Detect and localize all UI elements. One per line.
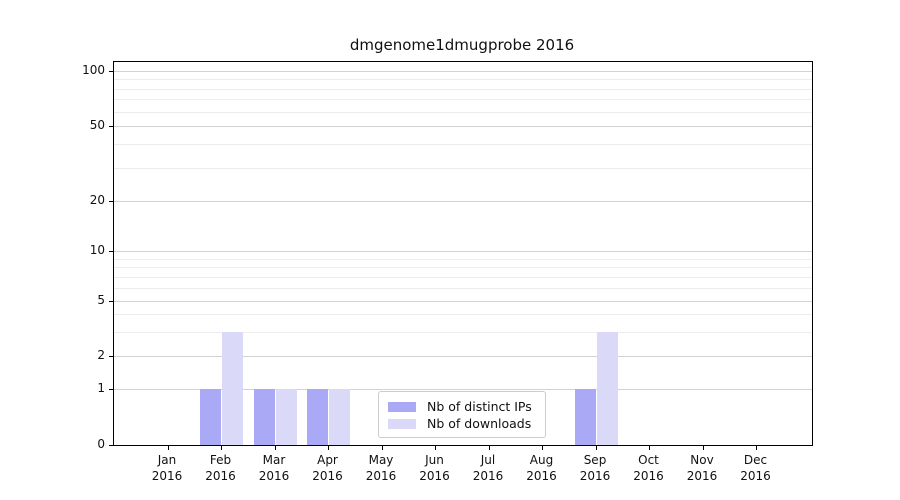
x-tick-label: Sep 2016 bbox=[579, 453, 611, 483]
major-gridline bbox=[114, 201, 812, 202]
bar-downloads bbox=[222, 331, 243, 445]
y-tick-mark bbox=[109, 300, 113, 302]
x-tick-mark bbox=[488, 446, 490, 450]
chart-title: dmgenome1dmugprobe 2016 bbox=[349, 36, 575, 54]
y-tick-mark bbox=[109, 355, 113, 357]
x-tick-label: Jan 2016 bbox=[151, 453, 183, 483]
x-tick-mark bbox=[756, 446, 758, 450]
major-gridline bbox=[114, 71, 812, 72]
x-tick-label: Nov 2016 bbox=[686, 453, 718, 483]
minor-gridline bbox=[114, 99, 812, 101]
major-gridline bbox=[114, 389, 812, 390]
major-gridline bbox=[114, 356, 812, 357]
x-tick-mark bbox=[435, 446, 437, 450]
minor-gridline bbox=[114, 111, 812, 113]
legend-item-distinct-ips: Nb of distinct IPs bbox=[388, 399, 536, 414]
x-tick-mark bbox=[221, 446, 223, 450]
y-tick-mark bbox=[109, 70, 113, 72]
y-tick-label: 20 bbox=[89, 193, 105, 207]
y-tick-label: 100 bbox=[82, 63, 105, 77]
x-tick-label: Jul 2016 bbox=[472, 453, 504, 483]
y-tick-mark bbox=[109, 200, 113, 202]
minor-gridline bbox=[114, 314, 812, 316]
major-gridline bbox=[114, 126, 812, 127]
legend-item-downloads: Nb of downloads bbox=[388, 416, 536, 431]
x-tick-mark bbox=[167, 446, 169, 450]
bar-distinct-ips bbox=[574, 389, 596, 445]
x-tick-label: May 2016 bbox=[365, 453, 397, 483]
bar-downloads bbox=[329, 389, 350, 445]
bar-distinct-ips bbox=[307, 389, 328, 445]
minor-gridline bbox=[114, 267, 812, 269]
x-tick-label: Apr 2016 bbox=[312, 453, 343, 483]
y-tick-label: 0 bbox=[97, 437, 105, 451]
chart-legend: Nb of distinct IPs Nb of downloads bbox=[378, 391, 546, 438]
legend-swatch-distinct-ips bbox=[388, 401, 416, 412]
y-tick-mark bbox=[109, 444, 113, 446]
legend-label-downloads: Nb of downloads bbox=[427, 416, 532, 431]
x-tick-label: Aug 2016 bbox=[526, 453, 557, 483]
minor-gridline bbox=[114, 144, 812, 146]
y-tick-mark bbox=[109, 125, 113, 127]
y-tick-label: 2 bbox=[97, 348, 105, 362]
x-tick-label: Feb 2016 bbox=[205, 453, 236, 483]
x-tick-mark bbox=[381, 446, 383, 450]
minor-gridline bbox=[114, 88, 812, 90]
x-tick-mark bbox=[328, 446, 330, 450]
bar-downloads bbox=[275, 389, 297, 445]
bar-distinct-ips bbox=[200, 389, 221, 445]
major-gridline bbox=[114, 251, 812, 252]
minor-gridline bbox=[114, 287, 812, 289]
y-tick-mark bbox=[109, 250, 113, 252]
minor-gridline bbox=[114, 276, 812, 278]
x-tick-mark bbox=[595, 446, 597, 450]
y-tick-label: 5 bbox=[97, 293, 105, 307]
y-tick-mark bbox=[109, 388, 113, 390]
minor-gridline bbox=[114, 79, 812, 81]
x-tick-mark bbox=[649, 446, 651, 450]
legend-swatch-downloads bbox=[388, 418, 416, 429]
x-tick-mark bbox=[702, 446, 704, 450]
bar-downloads bbox=[596, 331, 618, 445]
minor-gridline bbox=[114, 331, 812, 333]
minor-gridline bbox=[114, 167, 812, 169]
x-tick-label: Jun 2016 bbox=[419, 453, 450, 483]
bar-distinct-ips bbox=[253, 389, 275, 445]
y-tick-label: 50 bbox=[89, 118, 105, 132]
y-tick-label: 10 bbox=[89, 243, 105, 257]
legend-label-distinct-ips: Nb of distinct IPs bbox=[427, 399, 532, 414]
minor-gridline bbox=[114, 258, 812, 260]
x-tick-label: Dec 2016 bbox=[740, 453, 771, 483]
x-tick-label: Mar 2016 bbox=[258, 453, 290, 483]
x-tick-mark bbox=[542, 446, 544, 450]
y-tick-label: 1 bbox=[97, 381, 105, 395]
major-gridline bbox=[114, 301, 812, 302]
x-tick-label: Oct 2016 bbox=[633, 453, 664, 483]
x-tick-mark bbox=[274, 446, 276, 450]
plot-area bbox=[109, 61, 813, 450]
